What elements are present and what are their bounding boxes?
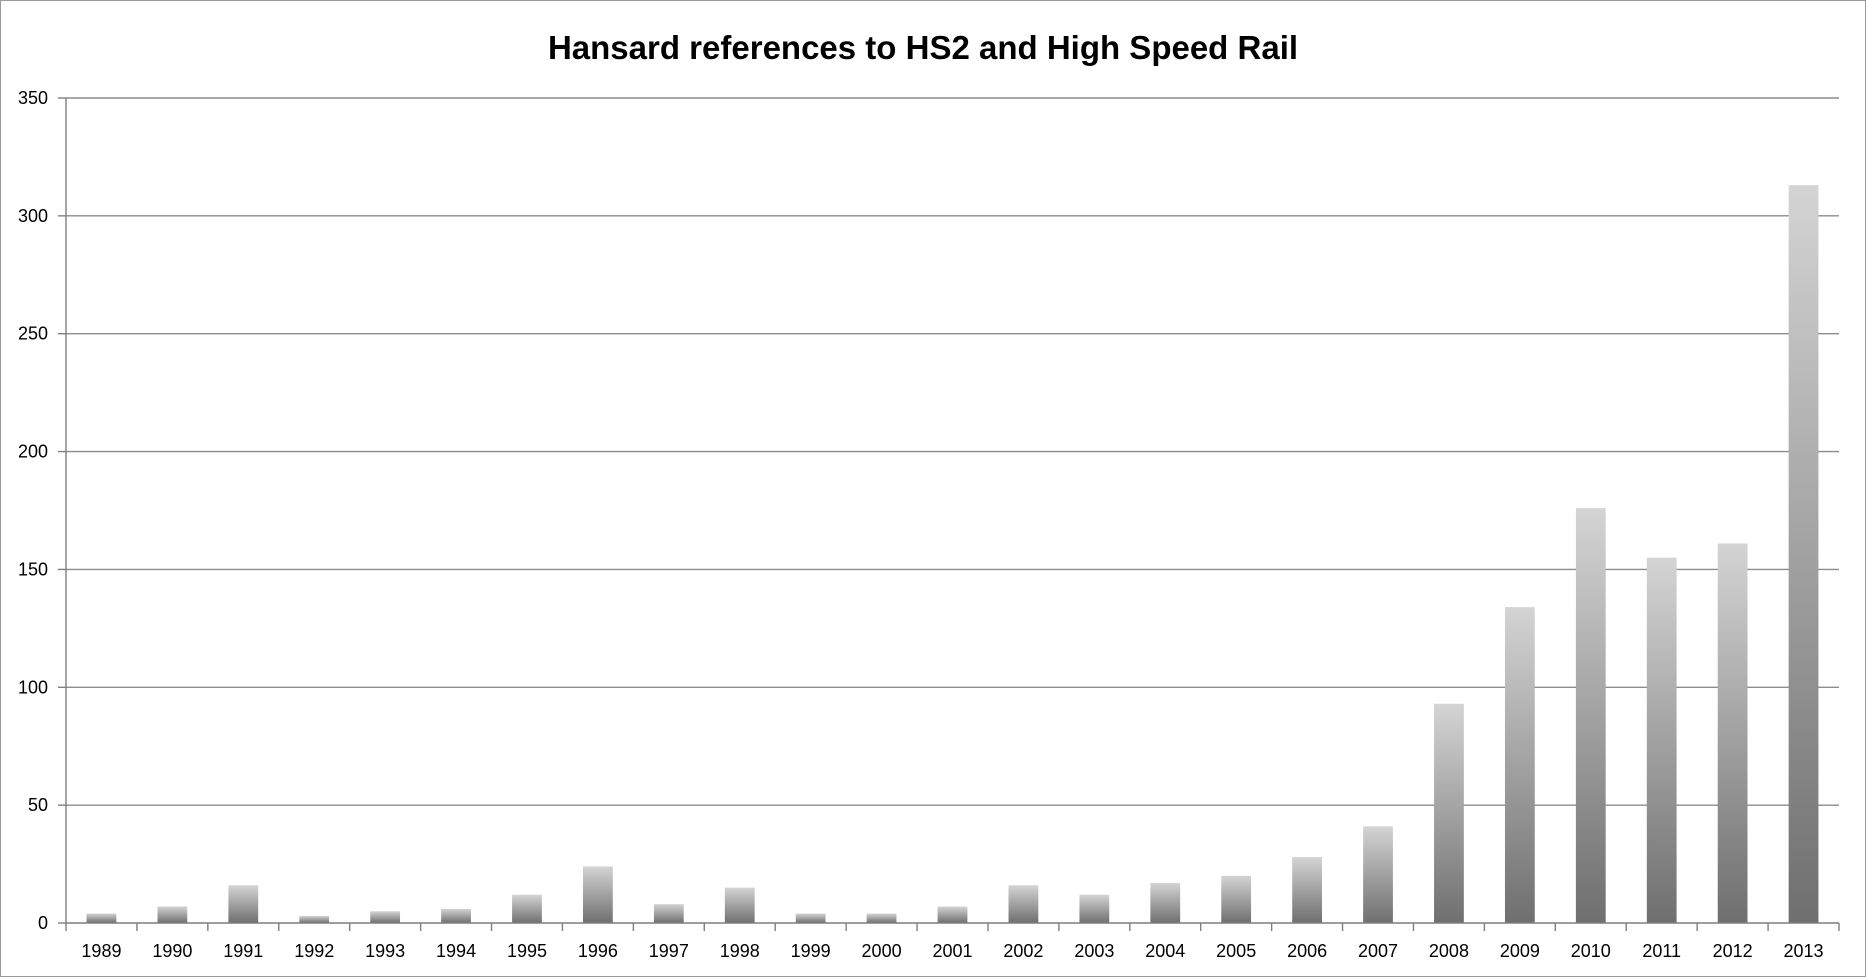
axes (65, 98, 1840, 931)
bar-1996 (583, 866, 613, 923)
x-tick-label: 2002 (1003, 941, 1043, 961)
x-tick-label: 2006 (1287, 941, 1327, 961)
y-tick-label: 350 (18, 88, 48, 108)
x-tick-label: 2008 (1429, 941, 1469, 961)
bar-1997 (653, 904, 684, 923)
y-tick-label: 50 (28, 795, 48, 815)
x-tick-label: 1996 (578, 941, 618, 961)
bar-2001 (937, 906, 968, 923)
bar-1991 (228, 885, 259, 923)
x-tick-label: 1991 (223, 941, 263, 961)
bar-2004 (1150, 882, 1181, 923)
y-tick-label: 250 (18, 324, 48, 344)
x-tick-label: 2000 (862, 941, 902, 961)
y-axis-tick-labels: 0 50 100 150 200 250 300 350 (18, 88, 48, 933)
x-tick-label: 1998 (720, 941, 760, 961)
x-tick-label: 2003 (1074, 941, 1114, 961)
y-tick-label: 100 (18, 677, 48, 697)
x-tick-label: 2010 (1571, 941, 1611, 961)
x-tick-label: 1989 (81, 941, 121, 961)
bar-2009 (1504, 607, 1535, 923)
x-tick-label: 1992 (294, 941, 334, 961)
bar-2006 (1292, 857, 1322, 923)
x-tick-label: 2013 (1784, 941, 1824, 961)
bar-2000 (866, 913, 897, 923)
bar-2002 (1008, 885, 1039, 923)
y-tick-label: 200 (18, 442, 48, 462)
bar-1989 (86, 913, 117, 923)
x-tick-label: 2001 (932, 941, 972, 961)
bar-2011 (1646, 557, 1677, 923)
chart-title: Hansard references to HS2 and High Speed… (548, 29, 1298, 66)
x-tick-label: 1997 (649, 941, 689, 961)
bar-2012 (1717, 543, 1748, 923)
bar-1999 (795, 913, 826, 923)
bar-2007 (1363, 826, 1393, 923)
x-tick-label: 1993 (365, 941, 405, 961)
bar-1993 (370, 911, 401, 923)
bar-2005 (1221, 875, 1252, 923)
bar-2008 (1434, 703, 1464, 923)
bars (86, 185, 1819, 923)
grid-lines (58, 97, 1839, 924)
x-axis-tick-labels: 1989 1990 1991 1992 1993 1994 1995 1996 1997 1998… (81, 941, 1823, 961)
x-tick-label: 1994 (436, 941, 476, 961)
bar-1990 (157, 906, 188, 923)
bar-2003 (1079, 894, 1110, 923)
bar-2010 (1575, 508, 1606, 923)
bar-2013 (1788, 185, 1819, 923)
x-tick-label: 2005 (1216, 941, 1256, 961)
x-tick-label: 1995 (507, 941, 547, 961)
x-tick-label: 2009 (1500, 941, 1540, 961)
y-tick-label: 300 (18, 206, 48, 226)
y-tick-label: 150 (18, 559, 48, 579)
x-tick-label: 2007 (1358, 941, 1398, 961)
bar-1994 (441, 908, 471, 923)
bar-1992 (299, 915, 330, 923)
y-tick-label: 0 (38, 913, 48, 933)
x-tick-label: 2011 (1642, 941, 1681, 961)
x-tick-label: 1990 (152, 941, 192, 961)
bar-1995 (512, 894, 542, 923)
x-tick-label: 1999 (791, 941, 831, 961)
x-tick-label: 2004 (1145, 941, 1185, 961)
bar-1998 (724, 887, 755, 923)
x-tick-label: 2012 (1713, 941, 1753, 961)
